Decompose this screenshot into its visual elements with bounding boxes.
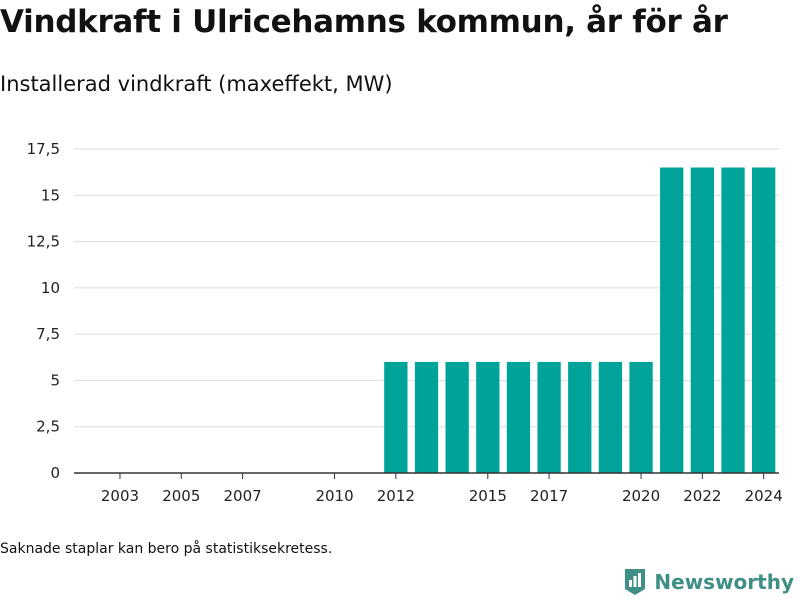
x-tick-label: 2005 — [162, 487, 200, 505]
x-tick-label: 2020 — [622, 487, 660, 505]
x-tick-label: 2010 — [315, 487, 353, 505]
bar — [537, 361, 561, 473]
bars — [384, 167, 776, 473]
x-tick-label: 2017 — [530, 487, 568, 505]
y-tick-label: 12,5 — [27, 233, 60, 251]
y-tick-label: 7,5 — [36, 325, 60, 343]
y-tick-label: 17,5 — [27, 140, 60, 158]
bar — [690, 167, 715, 473]
chart-subtitle: Installerad vindkraft (maxeffekt, MW) — [0, 72, 393, 96]
x-tick-label: 2012 — [377, 487, 415, 505]
footnote: Saknade staplar kan bero på statistiksek… — [0, 541, 333, 557]
y-tick-label: 5 — [50, 371, 60, 389]
bar — [476, 361, 500, 473]
y-axis-ticks: 0 2,5 5 7,5 10 12,5 15 17,5 — [27, 140, 60, 482]
y-tick-label: 0 — [50, 464, 60, 482]
bar — [660, 167, 684, 473]
y-tick-label: 10 — [41, 279, 60, 297]
bar — [414, 361, 439, 473]
brand-logo[interactable]: Newsworthy — [623, 568, 794, 596]
newsworthy-logo-icon — [625, 569, 646, 595]
x-tick-label: 2003 — [101, 487, 139, 505]
x-tick-label: 2024 — [745, 487, 783, 505]
bar-chart: 0 2,5 5 7,5 10 12,5 15 17,5 2003 2005 2007 2010 201… — [27, 140, 783, 505]
bar — [506, 361, 531, 473]
bar — [598, 361, 623, 473]
bar — [384, 361, 408, 473]
gridlines — [74, 148, 779, 428]
x-tick-label: 2007 — [223, 487, 261, 505]
bar — [721, 167, 745, 473]
y-tick-label: 2,5 — [36, 418, 60, 436]
brand-name: Newsworthy — [654, 570, 794, 594]
x-tick-label: 2015 — [469, 487, 507, 505]
bar — [445, 361, 469, 473]
bar — [752, 167, 776, 473]
x-axis-ticks: 2003 2005 2007 2010 2012 2015 2017 2020 2022 2024 — [101, 473, 783, 505]
bar — [568, 361, 592, 473]
bar — [629, 361, 653, 473]
y-tick-label: 15 — [41, 186, 60, 204]
x-tick-label: 2022 — [683, 487, 721, 505]
chart-title: Vindkraft i Ulricehamns kommun, år för å… — [0, 4, 728, 40]
